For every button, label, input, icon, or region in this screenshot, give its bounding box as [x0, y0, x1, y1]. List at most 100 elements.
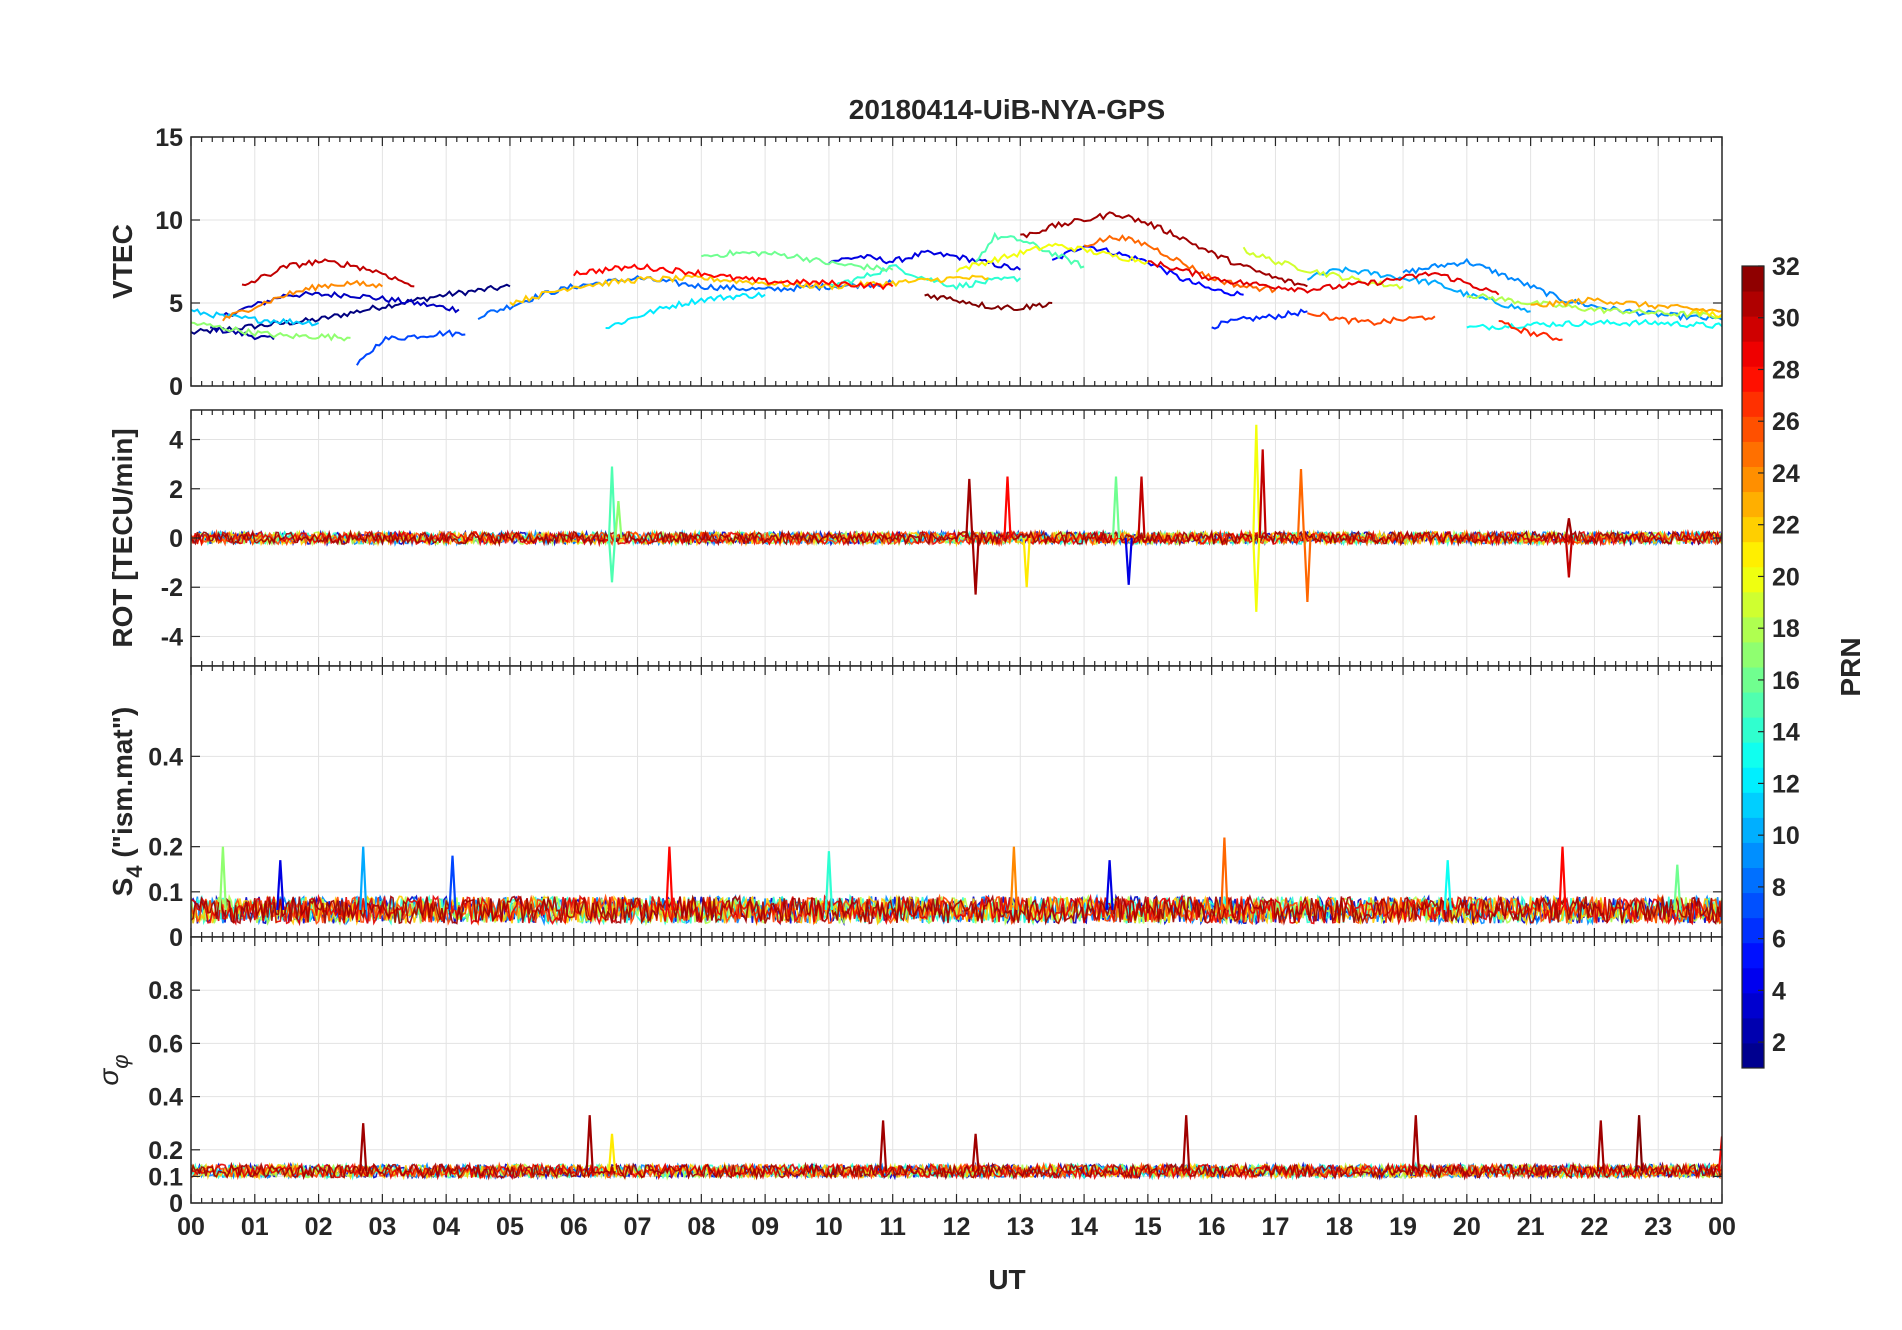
- spike-4: [665, 846, 674, 910]
- spike-5: [1182, 1115, 1191, 1172]
- spike-10: [1252, 424, 1261, 539]
- panel-data: [191, 837, 1722, 927]
- spike-0: [607, 466, 617, 539]
- colorbar-tick-label: 8: [1772, 874, 1786, 902]
- spike-8: [1220, 837, 1229, 910]
- x-axis-label: UT: [988, 1264, 1025, 1295]
- series-line-prn-32: [924, 293, 1053, 312]
- spike-6: [1022, 537, 1031, 588]
- colorbar-segment: [1742, 892, 1764, 919]
- colorbar-segment: [1742, 616, 1764, 643]
- colorbar-tick-label: 30: [1772, 305, 1800, 333]
- colorbar-frame: [1741, 265, 1765, 1069]
- colorbar-tick-label: 18: [1772, 615, 1800, 643]
- x-tick-labels: 00 01 02 03 04 05 06 07 08 09 10 11 12 13 14 15 16 17 18 19…: [177, 1213, 1736, 1241]
- y-ticks: 0 0.1 0.2 0.4: [148, 743, 1722, 952]
- y-tick-label: 0.4: [148, 1084, 183, 1112]
- spike-16: [1564, 518, 1573, 539]
- series-line-prn-6: [1211, 308, 1308, 330]
- y-axis-label-sub: 4: [122, 865, 147, 878]
- spike-9: [1443, 860, 1452, 910]
- colorbar-segment: [1742, 416, 1764, 442]
- y-tick-label: 0: [169, 525, 183, 553]
- x-tick-label: 18: [1325, 1213, 1353, 1241]
- y-tick-label: 0.2: [148, 1137, 183, 1165]
- spike-2: [614, 501, 623, 539]
- spike-14: [1303, 537, 1312, 603]
- y-axis-label: ROT [TECU/min]: [107, 428, 138, 647]
- spike-3: [965, 478, 974, 539]
- series-line-prn-16: [701, 249, 894, 272]
- y-tick-label: 10: [155, 207, 183, 235]
- spike-11: [1673, 864, 1682, 910]
- colorbar-segment: [1742, 291, 1764, 317]
- spike-0: [359, 1123, 368, 1172]
- x-tick-label: 12: [943, 1213, 971, 1241]
- noise-line-prn-29: [191, 1161, 1722, 1181]
- spike-2: [359, 846, 368, 910]
- x-tick-label: 05: [496, 1213, 524, 1241]
- series-line-prn-7: [356, 329, 466, 366]
- colorbar-segment: [1742, 792, 1764, 818]
- colorbar-segment: [1742, 641, 1764, 668]
- x-tick-label: 20: [1453, 1213, 1481, 1241]
- colorbar-segment: [1742, 566, 1764, 593]
- colorbar-segment: [1742, 466, 1764, 493]
- colorbar-tick-label: 6: [1772, 926, 1786, 954]
- y-tick-label: 15: [155, 124, 183, 152]
- series-line-prn-25: [1083, 234, 1277, 294]
- colorbar-tick-label: 10: [1772, 822, 1800, 850]
- spike-8: [1124, 537, 1133, 585]
- colorbar-segment: [1742, 316, 1764, 342]
- y-tick-label: -2: [161, 574, 183, 602]
- y-tick-label: 5: [169, 290, 183, 318]
- series-line-prn-20: [955, 242, 1149, 273]
- spike-10: [1558, 846, 1567, 910]
- series-line-prn-4: [828, 249, 1021, 271]
- y-tick-label: 4: [169, 427, 183, 455]
- x-tick-label: 14: [1070, 1213, 1098, 1241]
- colorbar-segment: [1742, 842, 1764, 868]
- spike-7: [1105, 860, 1114, 910]
- spike-1: [276, 860, 285, 910]
- series-line-prn-10: [1306, 266, 1531, 313]
- noise-line-prn-31: [191, 894, 1722, 926]
- y-ticks: 0 5 10 15: [155, 124, 1722, 401]
- colorbar-segment: [1742, 366, 1764, 392]
- spike-11: [1252, 537, 1261, 612]
- colorbar-tick-label: 16: [1772, 667, 1800, 695]
- x-tick-label: 21: [1517, 1213, 1545, 1241]
- y-tick-label: 0: [169, 924, 183, 952]
- series-line-prn-29: [1147, 260, 1500, 296]
- colorbar-segment: [1742, 717, 1764, 743]
- spike-1: [607, 537, 617, 583]
- y-ticks: 00.10.2 0.4 0.6 0.8: [148, 977, 1722, 1218]
- series-line-prn-23: [1530, 296, 1722, 313]
- colorbar-segment: [1742, 867, 1764, 894]
- series-line-prn-2: [210, 325, 275, 341]
- chart-title: 20180414-UiB-NYA-GPS: [849, 94, 1165, 125]
- spike-3: [879, 1120, 888, 1172]
- y-tick-label: 0: [169, 1190, 183, 1218]
- y-axis-label-main: σ: [93, 1068, 124, 1086]
- x-tick-label: 06: [560, 1213, 588, 1241]
- spike-13: [1296, 469, 1306, 539]
- spike-12: [1258, 449, 1267, 539]
- y-axis-label-sub: φ: [108, 1054, 133, 1068]
- colorbar-segment: [1742, 692, 1764, 718]
- colorbar-tick-label: 4: [1772, 977, 1786, 1005]
- panel-data: [191, 211, 1722, 366]
- y-tick-label: 0.1: [148, 879, 183, 907]
- x-ticks: [190, 410, 1723, 666]
- y-tick-label: 0.8: [148, 977, 183, 1005]
- x-tick-label: 10: [815, 1213, 843, 1241]
- x-tick-label: 19: [1389, 1213, 1417, 1241]
- series-line-prn-24: [222, 279, 383, 322]
- colorbar-segment: [1742, 767, 1764, 793]
- noise-line-prn-31: [191, 529, 1722, 548]
- y-axis-label: VTEC: [107, 224, 138, 299]
- y-tick-label: 0.6: [148, 1030, 183, 1058]
- x-tick-label: 03: [368, 1213, 396, 1241]
- noise-line-prn-31: [191, 1161, 1722, 1181]
